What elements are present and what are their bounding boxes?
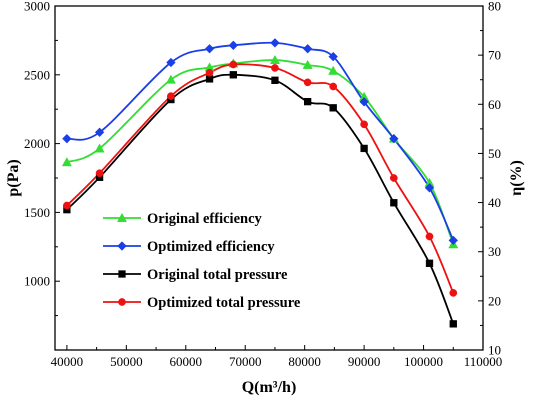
y-right-tick-label: 70: [488, 48, 501, 63]
optimized-efficiency-point: [94, 127, 105, 138]
optimized-efficiency-point: [328, 51, 338, 62]
y-axis-right-title: η(%): [508, 160, 525, 196]
legend-label-optimized-total-pressure: Optimized total pressure: [147, 295, 301, 311]
legend-label-original-total-pressure: Original total pressure: [147, 267, 288, 283]
y-left-tick-label: 1500: [24, 205, 50, 220]
optimized-total-pressure-point: [205, 68, 214, 77]
original-total-pressure-point: [360, 144, 368, 153]
original-efficiency-point: [61, 157, 72, 167]
x-tick-label: 90000: [348, 354, 381, 369]
x-tick-label: 60000: [170, 354, 203, 369]
original-efficiency-point: [165, 74, 176, 84]
legend-marker-original-total-pressure: [118, 270, 126, 278]
x-tick-label: 70000: [229, 354, 262, 369]
optimized-efficiency-point: [270, 38, 280, 48]
original-efficiency-point: [269, 54, 280, 64]
legend: Original efficiency Optimized efficiency O…: [103, 211, 301, 311]
legend-marker-optimized-efficiency: [117, 241, 127, 251]
optimized-total-pressure-point: [167, 92, 175, 100]
original-total-pressure-point: [449, 320, 457, 328]
optimized-total-pressure-point: [389, 174, 398, 182]
x-tick-label: 100000: [404, 354, 443, 369]
legend-marker-original-efficiency: [116, 212, 128, 222]
optimized-efficiency-point: [389, 133, 399, 144]
original-total-pressure-point: [303, 97, 312, 106]
legend-label-original-efficiency: Original efficiency: [147, 211, 263, 227]
optimized-efficiency-point: [424, 183, 435, 193]
original-efficiency-point: [94, 143, 105, 153]
original-total-pressure-point: [390, 199, 398, 207]
y-right-tick-label: 40: [488, 195, 501, 210]
optimized-total-pressure-point: [425, 232, 434, 241]
original-total-pressure-point: [329, 104, 337, 112]
y-left-tick-label: 3000: [24, 0, 50, 14]
series-markers: [61, 38, 459, 328]
y-right-tick-label: 80: [488, 0, 501, 14]
legend-label-optimized-efficiency: Optimized efficiency: [147, 239, 275, 255]
x-tick-label: 80000: [288, 354, 321, 369]
optimized-total-pressure-point: [229, 60, 238, 69]
x-tick-label: 50000: [110, 354, 143, 369]
x-tick-label: 110000: [464, 354, 503, 369]
optimized-total-pressure-point: [303, 78, 312, 87]
y-right-tick-label: 20: [488, 293, 501, 308]
y-left-tick-label: 1000: [24, 274, 50, 289]
y-left-tick-label: 2000: [24, 136, 50, 151]
optimized-efficiency-point: [204, 44, 215, 54]
optimized-efficiency-point: [228, 40, 239, 51]
optimized-total-pressure-line: [66, 63, 455, 294]
y-right-tick-label: 30: [488, 244, 501, 259]
original-efficiency-point: [302, 59, 313, 69]
x-axis-title: Q(m³/h): [242, 379, 297, 396]
optimized-total-pressure-point: [63, 201, 71, 210]
y-right-tick-label: 50: [488, 146, 501, 161]
original-total-pressure-point: [229, 71, 237, 79]
axes: 40000 50000 60000 70000 80000 90000 100000 1100…: [24, 0, 502, 369]
original-total-pressure-point: [271, 76, 279, 84]
legend-marker-optimized-total-pressure: [118, 298, 126, 306]
optimized-efficiency-point: [448, 235, 459, 246]
optimized-efficiency-point: [302, 44, 313, 54]
optimized-efficiency-point: [62, 133, 72, 144]
y-right-tick-label: 10: [488, 343, 501, 358]
optimized-total-pressure-point: [95, 169, 104, 178]
y-left-tick-label: 2500: [24, 67, 50, 82]
optimized-total-pressure-point: [329, 82, 338, 91]
optimized-efficiency-point: [359, 97, 369, 107]
optimized-total-pressure-point: [360, 120, 368, 129]
y-right-tick-label: 60: [488, 97, 501, 112]
x-tick-label: 40000: [51, 354, 84, 369]
original-total-pressure-line: [66, 73, 455, 325]
original-efficiency-point: [328, 65, 339, 75]
optimized-total-pressure-point: [271, 64, 279, 72]
optimized-total-pressure-point: [449, 289, 458, 297]
optimized-efficiency-point: [166, 57, 176, 68]
y-axis-left-title: p(Pa): [5, 159, 22, 196]
original-total-pressure-point: [425, 259, 434, 267]
